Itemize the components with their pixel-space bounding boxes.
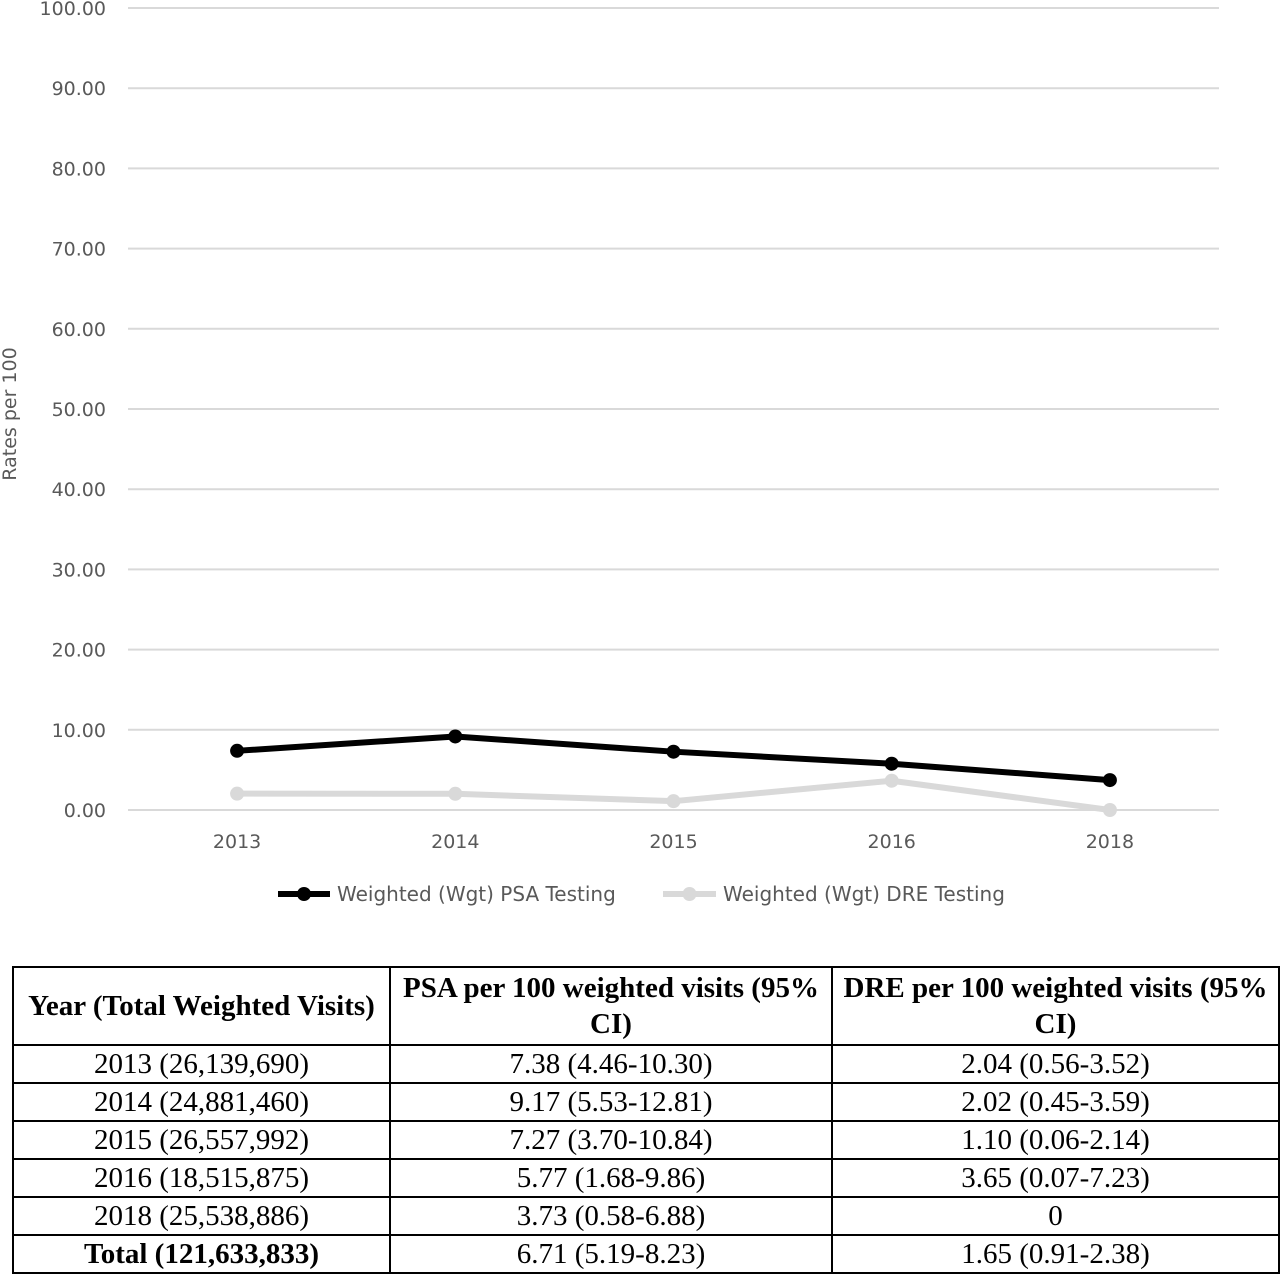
header-psa: PSA per 100 weighted visits (95% CI) bbox=[389, 966, 833, 1046]
y-tick-label: 0.00 bbox=[64, 800, 106, 822]
cell-year: 2018 (25,538,886) bbox=[12, 1196, 391, 1236]
gridlines bbox=[128, 7, 1219, 811]
cell-psa: 9.17 (5.53-12.81) bbox=[389, 1082, 833, 1122]
y-tick-label: 20.00 bbox=[52, 640, 106, 662]
data-point bbox=[666, 794, 681, 809]
cell-year: Total (121,633,833) bbox=[12, 1234, 391, 1274]
cell-dre: 1.10 (0.06-2.14) bbox=[831, 1120, 1280, 1160]
data-point bbox=[884, 756, 899, 771]
legend-marker bbox=[297, 887, 311, 901]
legend-entry: Weighted (Wgt) DRE Testing bbox=[663, 882, 1005, 906]
header-year: Year (Total Weighted Visits) bbox=[12, 966, 391, 1046]
table-row: 2014 (24,881,460) 9.17 (5.53-12.81) 2.02 (… bbox=[12, 1082, 1280, 1122]
y-tick-label: 60.00 bbox=[52, 319, 106, 341]
y-tick-label: 10.00 bbox=[52, 720, 106, 742]
legend: Weighted (Wgt) PSA Testing Weighted (Wgt)… bbox=[278, 882, 1005, 906]
cell-dre: 3.65 (0.07-7.23) bbox=[831, 1158, 1280, 1198]
x-tick-label: 2014 bbox=[431, 831, 479, 853]
data-point bbox=[1102, 803, 1117, 817]
series-dre bbox=[230, 773, 1117, 817]
y-tick-label: 90.00 bbox=[52, 78, 106, 100]
series-psa bbox=[230, 729, 1117, 788]
y-tick-label: 30.00 bbox=[52, 559, 106, 581]
data-point bbox=[448, 729, 463, 744]
cell-psa: 7.38 (4.46-10.30) bbox=[389, 1044, 833, 1084]
y-axis-ticks: 0.00 10.00 20.00 30.00 40.00 50.00 60.00 70.00 8… bbox=[40, 0, 106, 822]
series bbox=[230, 729, 1117, 817]
table-row: 2013 (26,139,690) 7.38 (4.46-10.30) 2.04 (… bbox=[12, 1044, 1280, 1084]
cell-dre: 2.04 (0.56-3.52) bbox=[831, 1044, 1280, 1084]
data-point bbox=[884, 773, 899, 788]
x-tick-label: 2018 bbox=[1086, 831, 1134, 853]
data-point bbox=[230, 786, 245, 801]
cell-year: 2013 (26,139,690) bbox=[12, 1044, 391, 1084]
y-tick-label: 100.00 bbox=[40, 0, 106, 20]
cell-psa: 6.71 (5.19-8.23) bbox=[389, 1234, 833, 1274]
cell-psa: 3.73 (0.58-6.88) bbox=[389, 1196, 833, 1236]
table-header-row: Year (Total Weighted Visits) PSA per 100… bbox=[12, 966, 1280, 1046]
y-tick-label: 50.00 bbox=[52, 399, 106, 421]
cell-psa: 5.77 (1.68-9.86) bbox=[389, 1158, 833, 1198]
cell-dre: 1.65 (0.91-2.38) bbox=[831, 1234, 1280, 1274]
y-tick-label: 40.00 bbox=[52, 479, 106, 501]
cell-year: 2015 (26,557,992) bbox=[12, 1120, 391, 1160]
x-tick-label: 2016 bbox=[868, 831, 916, 853]
legend-label: Weighted (Wgt) PSA Testing bbox=[337, 882, 616, 906]
legend-marker bbox=[682, 887, 697, 901]
x-axis-ticks: 2013 2014 2015 2016 2018 bbox=[213, 831, 1134, 853]
legend-label: Weighted (Wgt) DRE Testing bbox=[723, 882, 1005, 906]
data-point bbox=[448, 786, 463, 801]
cell-year: 2014 (24,881,460) bbox=[12, 1082, 391, 1122]
y-tick-label: 80.00 bbox=[52, 158, 106, 180]
x-tick-label: 2013 bbox=[213, 831, 261, 853]
header-dre: DRE per 100 weighted visits (95% CI) bbox=[831, 966, 1280, 1046]
x-tick-label: 2015 bbox=[649, 831, 697, 853]
cell-dre: 2.02 (0.45-3.59) bbox=[831, 1082, 1280, 1122]
cell-year: 2016 (18,515,875) bbox=[12, 1158, 391, 1198]
cell-psa: 7.27 (3.70-10.84) bbox=[389, 1120, 833, 1160]
y-tick-label: 70.00 bbox=[52, 239, 106, 261]
y-axis-title: Rates per 100 bbox=[0, 347, 21, 480]
data-point bbox=[666, 744, 681, 759]
summary-table: Year (Total Weighted Visits) PSA per 100… bbox=[12, 966, 1280, 1274]
data-point bbox=[1102, 773, 1117, 788]
table-row: 2015 (26,557,992) 7.27 (3.70-10.84) 1.10 (… bbox=[12, 1120, 1280, 1160]
table-row: 2016 (18,515,875) 5.77 (1.68-9.86) 3.65 (0… bbox=[12, 1158, 1280, 1198]
table-row: 2018 (25,538,886) 3.73 (0.58-6.88) 0 bbox=[12, 1196, 1280, 1236]
line-chart: 0.00 10.00 20.00 30.00 40.00 50.00 60.00 70.00 8… bbox=[0, 0, 1219, 906]
cell-dre: 0 bbox=[831, 1196, 1280, 1236]
table-row: Total (121,633,833) 6.71 (5.19-8.23) 1.65 … bbox=[12, 1234, 1280, 1274]
legend-entry: Weighted (Wgt) PSA Testing bbox=[278, 882, 616, 906]
data-point bbox=[230, 743, 245, 758]
